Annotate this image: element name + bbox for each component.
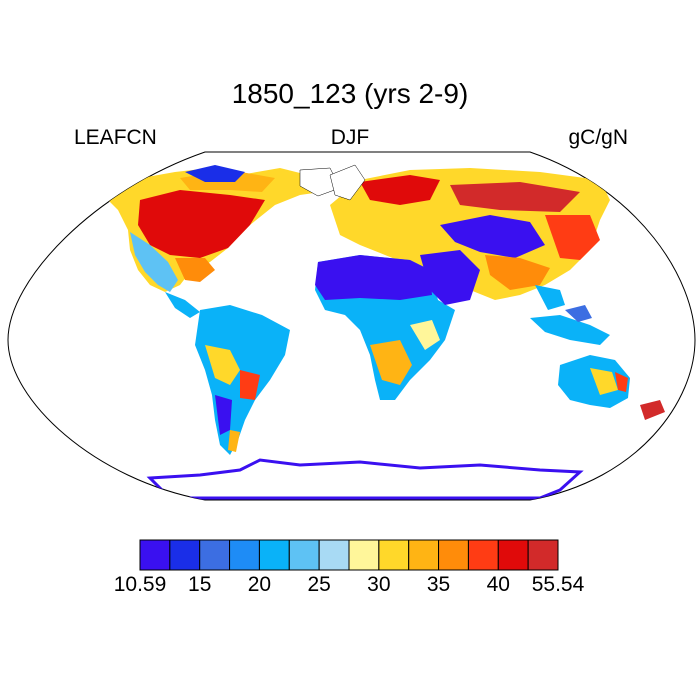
colorbar-tick-label: 15 xyxy=(188,573,212,596)
colorbar-tick-label: 40 xyxy=(486,573,510,596)
colorbar-swatch xyxy=(169,539,201,571)
colorbar-swatch xyxy=(408,539,440,571)
colorbar-swatch xyxy=(497,539,529,571)
colorbar-swatch xyxy=(258,539,290,571)
eurasia xyxy=(330,168,610,310)
colorbar-tick-label: 25 xyxy=(307,573,331,596)
colorbar-swatch xyxy=(318,539,350,571)
south-america xyxy=(195,305,290,455)
colorbar-tick-label: 55.54 xyxy=(531,573,585,596)
colorbar-swatch xyxy=(348,539,380,571)
australia xyxy=(558,355,665,420)
colorbar-swatch xyxy=(229,539,260,571)
colorbar-swatch xyxy=(199,539,231,571)
colorbar-tick-label: 30 xyxy=(367,573,391,596)
colorbar-swatch xyxy=(438,539,469,571)
greenland xyxy=(329,164,366,201)
antarctica xyxy=(146,458,584,500)
season-label: DJF xyxy=(330,126,370,149)
colorbar-swatch xyxy=(139,539,171,571)
colorbar-swatch xyxy=(527,539,559,571)
units-label: gC/gN xyxy=(568,126,628,149)
colorbar-tick-label: 10.59 xyxy=(113,573,167,596)
colorbar-swatch xyxy=(288,539,320,571)
plot-title: 1850_123 (yrs 2-9) xyxy=(231,78,469,109)
colorbar-swatch xyxy=(467,539,499,571)
colorbar-swatch xyxy=(378,539,410,571)
north-america xyxy=(98,165,341,318)
variable-label: LEAFCN xyxy=(74,126,157,149)
colorbar-tick-label: 20 xyxy=(247,573,272,596)
maritime-asia xyxy=(530,305,610,345)
africa xyxy=(315,250,480,400)
colorbar-tick-label: 35 xyxy=(426,573,451,596)
